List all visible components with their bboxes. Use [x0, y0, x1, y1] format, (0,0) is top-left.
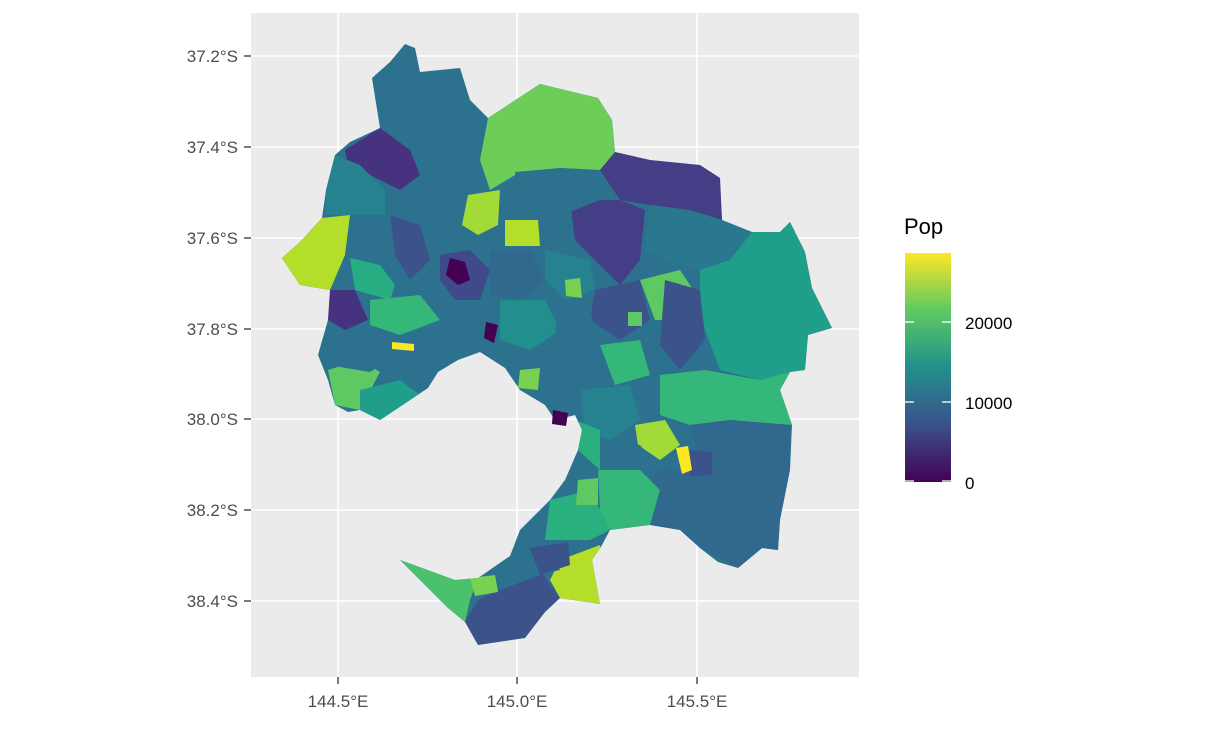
region-north-central	[480, 84, 615, 190]
region-green-spot3	[628, 312, 642, 326]
region-west-purple	[390, 215, 430, 280]
x-tick-label: 145.0°E	[487, 692, 548, 711]
legend: Pop 20000 10000 0	[904, 214, 1012, 493]
y-tick-label: 37.8°S	[187, 320, 238, 339]
y-tick-label: 37.4°S	[187, 138, 238, 157]
region-bay-east2	[576, 478, 598, 505]
region-central-north	[515, 168, 600, 220]
region-central-mix6	[555, 300, 600, 360]
region-mornington-south	[465, 570, 560, 645]
region-southeast-green	[660, 370, 792, 425]
legend-colorbar	[905, 253, 951, 482]
region-west-lime	[282, 215, 350, 290]
legend-title: Pop	[904, 214, 943, 239]
region-lime-block	[505, 220, 540, 246]
region-northeast-mid	[645, 205, 752, 270]
region-southeast-lime	[635, 420, 680, 460]
region-west-mid	[350, 215, 400, 265]
region-rosebud-purple	[530, 542, 570, 575]
y-tick-label: 38.4°S	[187, 592, 238, 611]
region-north-east-dark	[600, 152, 722, 220]
y-tick-label: 38.0°S	[187, 410, 238, 429]
y-tick-label: 38.2°S	[187, 501, 238, 520]
region-west-teal	[325, 155, 385, 215]
region-west-dark	[328, 290, 368, 330]
legend-label-0: 0	[965, 474, 974, 493]
region-green-spot2	[518, 368, 540, 390]
region-central-mix7	[600, 340, 650, 385]
y-tick-label: 37.2°S	[187, 47, 238, 66]
region-yellowgreen	[462, 190, 500, 235]
region-west-green2	[370, 295, 440, 335]
region-southeast-mid	[640, 420, 790, 568]
region-central-mix5	[500, 300, 560, 350]
region-west-dark2	[318, 340, 390, 372]
legend-label-20000: 20000	[965, 314, 1012, 333]
y-tick-label: 37.6°S	[187, 229, 238, 248]
region-frankston-area	[598, 470, 660, 530]
region-north-west-dark	[345, 128, 420, 190]
region-central-mix2	[490, 250, 545, 300]
region-west-green	[350, 258, 395, 300]
region-southeast-purple	[690, 450, 712, 476]
region-dark-south	[552, 410, 568, 426]
legend-label-10000: 10000	[965, 394, 1012, 413]
region-dandenong-area	[570, 200, 645, 285]
region-east-teal	[700, 222, 832, 380]
region-east-purple	[660, 280, 705, 370]
x-tick-label: 145.5°E	[667, 692, 728, 711]
region-yellow-west	[392, 342, 414, 351]
region-point-nepean	[400, 560, 478, 622]
x-tick-label: 144.5°E	[308, 692, 369, 711]
region-dark-north	[446, 258, 470, 285]
region-dark-center	[484, 322, 498, 343]
region-central-mix3	[545, 250, 595, 300]
region-green-spot1	[565, 278, 582, 298]
choropleth-regions	[282, 44, 832, 645]
region-southwest-green	[328, 360, 380, 410]
region-mid-south1	[580, 385, 640, 440]
region-sorrento-green	[470, 575, 498, 596]
axis-ticks	[244, 55, 698, 684]
region-yellow-east	[676, 446, 692, 474]
region-southwest-teal	[360, 380, 420, 420]
